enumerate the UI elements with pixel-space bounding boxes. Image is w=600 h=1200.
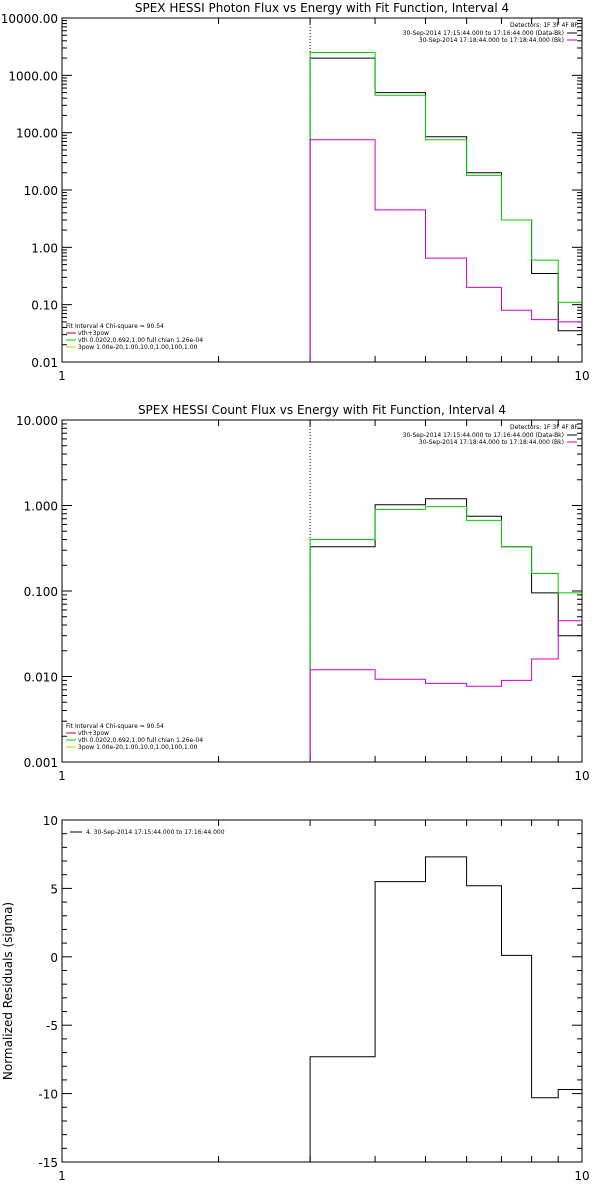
x-tick-label: 10 <box>574 769 589 783</box>
legend-entry: Fit Interval 4 Chi-square = 90.54 <box>66 323 164 330</box>
legend-entry: 4. 30-Sep-2014 17:15:44.000 to 17:16:44.… <box>86 829 225 836</box>
legend-entry: 30-Sep-2014 17:15:44.000 to 17:16:44.000… <box>403 432 564 439</box>
legend-entry: 30-Sep-2014 17:18:44.000 to 17:18:44.000… <box>419 37 564 44</box>
x-tick-label: 1 <box>58 769 66 783</box>
legend-entry: 3pow 1.00e-20,1.00,10.0,1.00,100,1.00 <box>78 744 198 751</box>
chart-title: SPEX HESSI Photon Flux vs Energy with Fi… <box>135 1 509 15</box>
y-tick-label: -15 <box>38 1156 58 1170</box>
chart-panel-1: SPEX HESSI Photon Flux vs Energy with Fi… <box>1 1 590 383</box>
y-tick-label: 10000.00 <box>1 12 58 26</box>
legend-entry: 3pow 1.00e-20,1.00,10.0,1.00,100,1.00 <box>78 344 198 351</box>
y-tick-label: 0.010 <box>24 671 58 685</box>
legend-entry: vth 0.0202,0.692,1.00 full chian 1.26e-0… <box>78 737 203 744</box>
chart-title: SPEX HESSI Count Flux vs Energy with Fit… <box>138 403 506 417</box>
x-tick-label: 1 <box>58 1169 66 1183</box>
y-tick-label: 1000.00 <box>8 69 58 83</box>
legend-entry: vth+3pow <box>78 330 109 337</box>
legend-entry: vth 0.0202,0.692,1.00 full chian 1.26e-0… <box>78 337 203 344</box>
y-tick-label: 0 <box>50 951 58 965</box>
y-tick-label: 0.01 <box>31 356 58 370</box>
plot-frame <box>61 419 583 763</box>
y-tick-label: -5 <box>46 1019 58 1033</box>
legend-entry: 30-Sep-2014 17:15:44.000 to 17:16:44.000… <box>403 30 564 37</box>
legend-entry: Fit Interval 4 Chi-square = 90.54 <box>66 723 164 730</box>
detector-label: Detectors: 1F 3F 4F 8F <box>510 22 579 29</box>
y-axis-label: Normalized Residuals (sigma) <box>1 902 15 1080</box>
series-line-1 <box>309 498 582 762</box>
y-tick-label: 1.000 <box>24 500 58 514</box>
y-tick-label: 0.100 <box>24 585 58 599</box>
x-tick-label: 10 <box>574 1169 589 1183</box>
detector-label: Detectors: 1F 3F 4F 8F <box>510 424 579 431</box>
y-tick-label: 0.001 <box>24 756 58 770</box>
x-tick-label: 10 <box>574 369 589 383</box>
x-tick-label: 1 <box>58 369 66 383</box>
y-tick-label: 100.00 <box>16 127 58 141</box>
legend-entry: vth+3pow <box>78 730 109 737</box>
y-tick-label: 10 <box>43 814 58 828</box>
y-tick-label: 10.000 <box>16 414 58 428</box>
series-line-1 <box>309 856 582 1162</box>
chart-panel-3: 10 5 0 -5 -10 -151 10 Normalized Residuals (sig… <box>1 814 590 1183</box>
legend-entry: 30-Sep-2014 17:18:44.000 to 17:18:44.000… <box>419 439 564 446</box>
y-tick-label: 1.00 <box>31 241 58 255</box>
series-line-1 <box>309 57 582 362</box>
plot-frame <box>61 819 583 1163</box>
y-tick-label: 0.10 <box>31 299 58 313</box>
y-tick-label: -10 <box>38 1088 58 1102</box>
y-tick-label: 5 <box>50 882 58 896</box>
series-line-2 <box>309 506 582 762</box>
chart-panel-2: SPEX HESSI Count Flux vs Energy with Fit… <box>16 403 590 783</box>
series-line-3 <box>309 620 582 762</box>
series-line-2 <box>309 52 582 362</box>
y-tick-label: 10.00 <box>24 184 58 198</box>
series-line-3 <box>309 139 582 362</box>
